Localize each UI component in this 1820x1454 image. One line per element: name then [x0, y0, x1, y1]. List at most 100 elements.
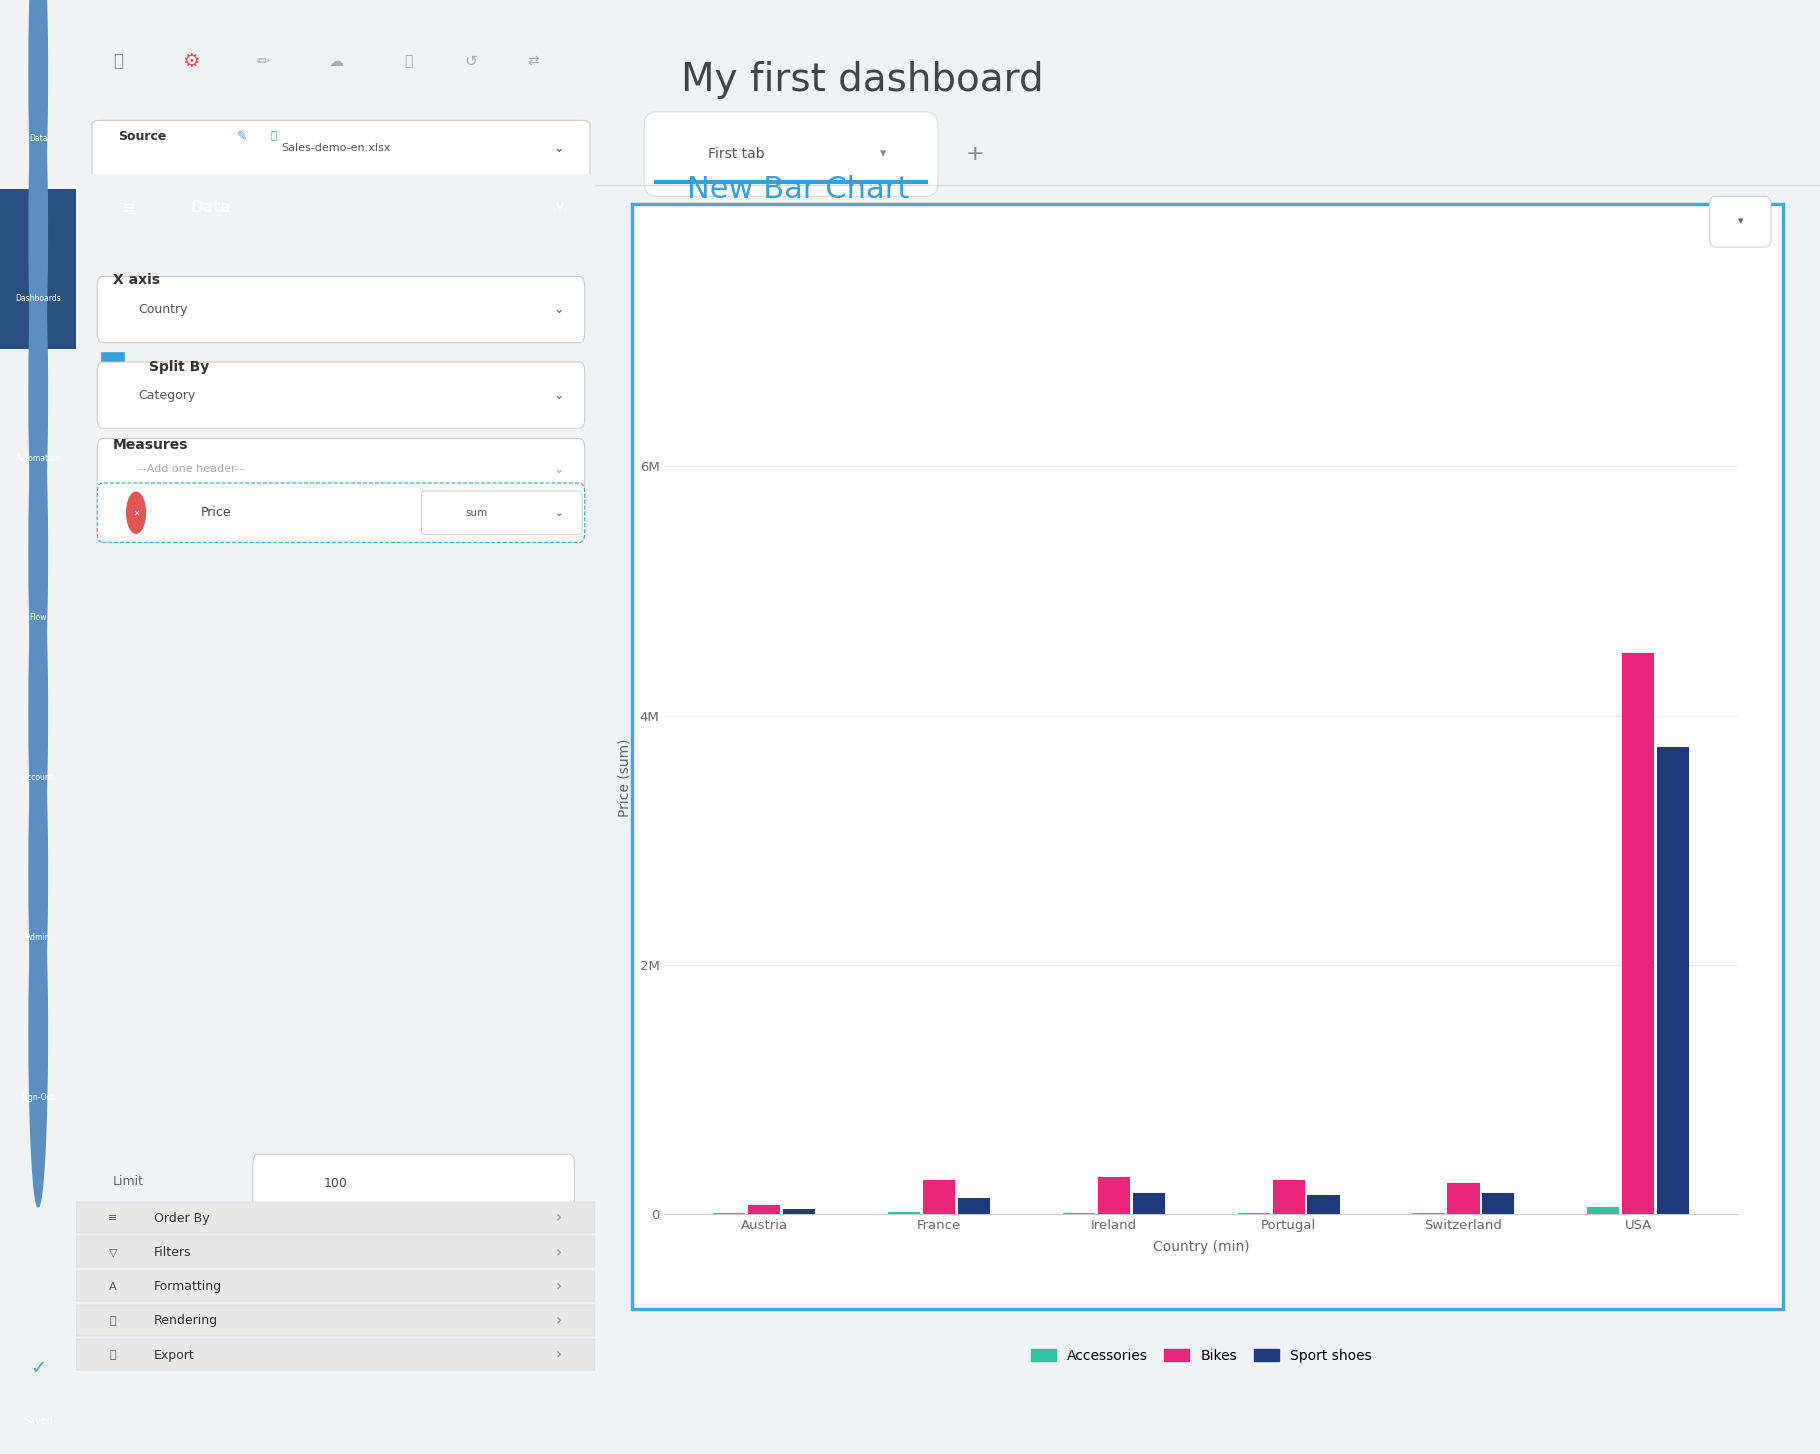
Text: ›: › — [555, 1245, 562, 1259]
Bar — [957, 1198, 990, 1214]
Text: Export: Export — [155, 1348, 195, 1361]
Text: ∨: ∨ — [553, 201, 564, 214]
Circle shape — [29, 58, 47, 407]
FancyBboxPatch shape — [76, 1236, 595, 1266]
Text: ⌄: ⌄ — [553, 388, 564, 401]
Text: ⚙: ⚙ — [182, 51, 200, 71]
Text: ✓: ✓ — [31, 1359, 46, 1378]
Text: ✓: ✓ — [109, 362, 116, 371]
Text: ✏: ✏ — [257, 54, 269, 68]
Circle shape — [127, 491, 146, 534]
Text: A: A — [109, 1281, 116, 1291]
Text: ✎: ✎ — [237, 129, 248, 142]
Text: ›: › — [555, 1280, 562, 1294]
Text: --Add one header--: --Add one header-- — [138, 464, 242, 474]
FancyBboxPatch shape — [644, 112, 937, 196]
Text: ≡: ≡ — [107, 1213, 118, 1223]
Text: ▽: ▽ — [109, 1248, 116, 1258]
X-axis label: Country (min): Country (min) — [1152, 1240, 1250, 1255]
FancyBboxPatch shape — [76, 1339, 595, 1370]
Text: Split By: Split By — [149, 359, 209, 374]
Text: Account: Account — [24, 774, 53, 782]
Circle shape — [29, 698, 47, 1047]
Text: ▾: ▾ — [879, 148, 886, 160]
Circle shape — [29, 538, 47, 887]
Text: 🖊: 🖊 — [269, 131, 277, 141]
FancyBboxPatch shape — [253, 1154, 575, 1214]
Text: Saved: Saved — [24, 1416, 53, 1426]
Bar — [923, 1181, 956, 1214]
Text: Filters: Filters — [155, 1246, 191, 1259]
Text: Limit: Limit — [113, 1175, 144, 1188]
Text: 📄: 📄 — [109, 1351, 116, 1359]
Text: Sign-Out: Sign-Out — [22, 1093, 55, 1102]
Bar — [783, 1210, 815, 1214]
Text: Flow: Flow — [29, 614, 47, 622]
Text: Admin: Admin — [25, 933, 51, 942]
Text: 100: 100 — [324, 1178, 348, 1191]
FancyBboxPatch shape — [4, 189, 73, 334]
FancyBboxPatch shape — [1709, 196, 1771, 247]
FancyBboxPatch shape — [422, 491, 582, 535]
Bar — [1097, 1176, 1130, 1214]
Text: Price: Price — [200, 506, 231, 519]
FancyBboxPatch shape — [632, 204, 1784, 1309]
Text: My first dashboard: My first dashboard — [681, 61, 1043, 99]
Legend: Accessories, Bikes, Sport shoes: Accessories, Bikes, Sport shoes — [1025, 1343, 1378, 1368]
Text: sum: sum — [466, 507, 488, 518]
Text: Dashboards: Dashboards — [15, 294, 62, 302]
Bar — [1272, 1181, 1305, 1214]
Text: Category: Category — [138, 388, 197, 401]
Circle shape — [29, 378, 47, 727]
Text: Data: Data — [191, 199, 231, 215]
Text: Order By: Order By — [155, 1211, 209, 1224]
Bar — [888, 1213, 921, 1214]
Text: +: + — [966, 144, 985, 164]
FancyBboxPatch shape — [76, 1271, 595, 1301]
Text: ⇄: ⇄ — [528, 54, 539, 68]
FancyBboxPatch shape — [96, 276, 584, 343]
Text: Sales-demo-en.xlsx: Sales-demo-en.xlsx — [280, 144, 391, 153]
Text: ⬛: ⬛ — [113, 52, 124, 70]
Bar — [1481, 1192, 1514, 1214]
Text: ⌄: ⌄ — [553, 142, 564, 154]
Bar — [1658, 747, 1689, 1214]
FancyBboxPatch shape — [76, 1202, 595, 1233]
Text: ›: › — [555, 1211, 562, 1226]
Bar — [1307, 1195, 1340, 1214]
Text: ☁: ☁ — [328, 54, 344, 68]
Bar — [748, 1205, 781, 1214]
FancyBboxPatch shape — [96, 483, 584, 542]
FancyBboxPatch shape — [0, 189, 76, 349]
Circle shape — [29, 858, 47, 1207]
Text: ›: › — [555, 1313, 562, 1329]
Text: ⬜: ⬜ — [404, 54, 413, 68]
Text: ↺: ↺ — [464, 54, 477, 68]
FancyBboxPatch shape — [96, 439, 584, 500]
Text: Measures: Measures — [113, 438, 187, 452]
Text: 👁: 👁 — [109, 1316, 116, 1326]
Bar — [1622, 653, 1654, 1214]
Text: ›: › — [555, 1348, 562, 1362]
Text: Automation: Automation — [16, 454, 60, 462]
Text: Source: Source — [118, 129, 166, 142]
FancyBboxPatch shape — [102, 352, 124, 381]
Text: ⌄: ⌄ — [553, 302, 564, 316]
Bar — [1587, 1207, 1620, 1214]
Bar — [1412, 1213, 1445, 1214]
Text: ✕: ✕ — [133, 509, 140, 518]
FancyBboxPatch shape — [93, 121, 590, 176]
Text: Data: Data — [29, 134, 47, 142]
FancyBboxPatch shape — [76, 1304, 595, 1336]
Bar — [1447, 1184, 1480, 1214]
Text: New Bar Chart: New Bar Chart — [686, 174, 910, 204]
Text: ⌄: ⌄ — [555, 507, 562, 518]
Text: ⌄: ⌄ — [553, 462, 564, 475]
Text: X axis: X axis — [113, 273, 160, 286]
Text: ▾: ▾ — [1738, 217, 1744, 225]
Text: First tab: First tab — [708, 147, 764, 161]
Circle shape — [29, 218, 47, 567]
Y-axis label: Price (sum): Price (sum) — [617, 739, 632, 817]
Text: Formatting: Formatting — [155, 1280, 222, 1293]
Text: Country: Country — [138, 302, 187, 316]
